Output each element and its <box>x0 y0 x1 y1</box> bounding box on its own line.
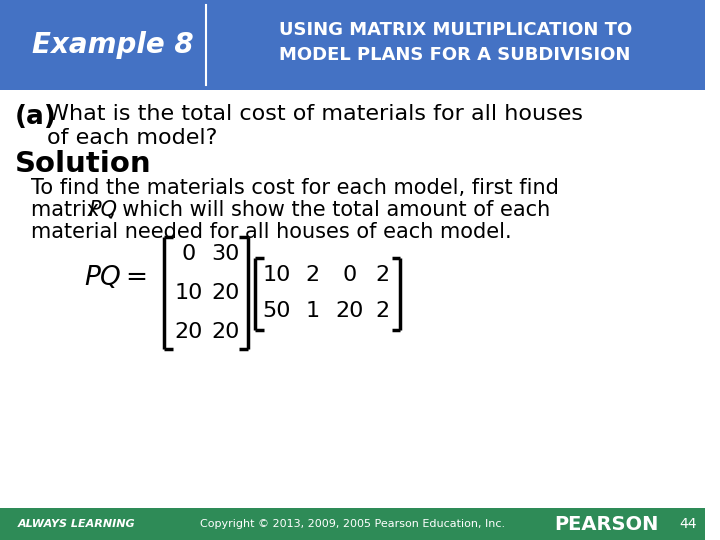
Text: 20: 20 <box>175 322 203 342</box>
Text: (a): (a) <box>14 104 57 130</box>
Text: 2: 2 <box>376 265 390 285</box>
Text: USING MATRIX MULTIPLICATION TO: USING MATRIX MULTIPLICATION TO <box>279 21 632 39</box>
Text: 2: 2 <box>376 301 390 321</box>
Text: ALWAYS LEARNING: ALWAYS LEARNING <box>17 519 135 529</box>
Text: 2: 2 <box>305 265 320 285</box>
Text: 20: 20 <box>336 301 364 321</box>
Text: PQ: PQ <box>88 200 117 220</box>
Text: material needed for all houses of each model.: material needed for all houses of each m… <box>32 222 512 242</box>
Text: 44: 44 <box>680 517 697 531</box>
Text: of each model?: of each model? <box>47 128 217 148</box>
Text: matrix: matrix <box>32 200 106 220</box>
Text: 0: 0 <box>182 244 196 264</box>
Text: 30: 30 <box>211 244 239 264</box>
Text: 10: 10 <box>263 265 291 285</box>
Text: MODEL PLANS FOR A SUBDIVISION: MODEL PLANS FOR A SUBDIVISION <box>279 46 631 64</box>
Text: Solution: Solution <box>14 150 151 178</box>
Text: 20: 20 <box>211 322 239 342</box>
Text: $PQ =$: $PQ =$ <box>84 264 147 291</box>
Text: What is the total cost of materials for all houses: What is the total cost of materials for … <box>47 104 583 124</box>
Text: 1: 1 <box>305 301 320 321</box>
Text: , which will show the total amount of each: , which will show the total amount of ea… <box>109 200 550 220</box>
Text: PEARSON: PEARSON <box>554 515 659 534</box>
Text: 50: 50 <box>263 301 292 321</box>
FancyBboxPatch shape <box>0 0 705 90</box>
Text: 20: 20 <box>211 283 239 303</box>
Text: Copyright © 2013, 2009, 2005 Pearson Education, Inc.: Copyright © 2013, 2009, 2005 Pearson Edu… <box>200 519 505 529</box>
Text: 0: 0 <box>342 265 356 285</box>
FancyBboxPatch shape <box>0 508 705 540</box>
Text: To find the materials cost for each model, first find: To find the materials cost for each mode… <box>32 178 559 198</box>
Text: Example 8: Example 8 <box>32 31 194 59</box>
Text: 10: 10 <box>175 283 203 303</box>
